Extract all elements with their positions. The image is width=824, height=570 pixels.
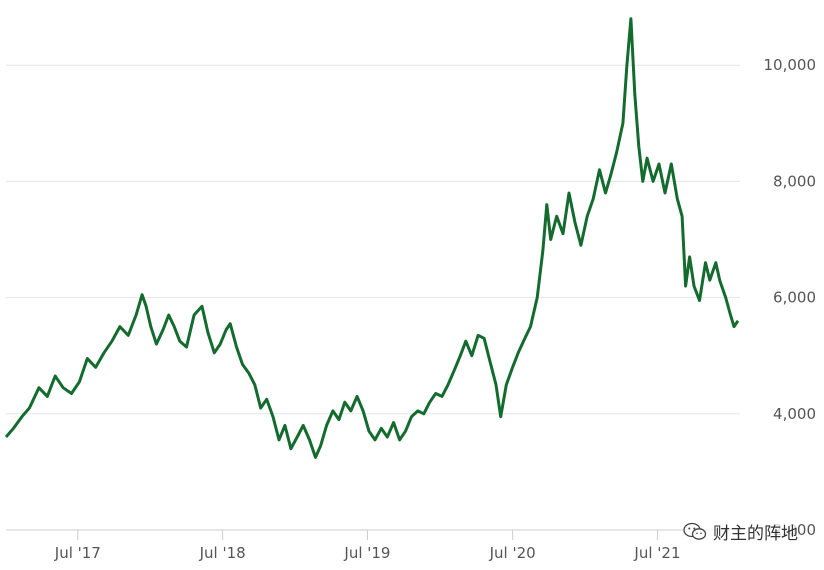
y-tick-label: 6,000 xyxy=(773,289,816,307)
wechat-icon xyxy=(683,522,707,540)
y-tick-label: 10,000 xyxy=(764,56,817,74)
x-tick-label: Jul '17 xyxy=(54,544,101,562)
y-tick-label: 8,000 xyxy=(773,172,816,190)
grid xyxy=(6,64,740,531)
x-tick-label: Jul '18 xyxy=(199,544,246,562)
series-line xyxy=(4,17,740,459)
x-tick-label: Jul '20 xyxy=(489,544,536,562)
y-tick-label: 4,000 xyxy=(773,405,816,423)
x-axis: Jul '17 Jul '18 Jul '19 Jul '20 Jul '21 xyxy=(54,530,680,562)
watermark-text: 财主的阵地 xyxy=(713,524,798,544)
watermark: 财主的阵地 xyxy=(683,519,798,544)
x-tick-label: Jul '21 xyxy=(633,544,680,562)
x-tick-label: Jul '19 xyxy=(343,544,390,562)
